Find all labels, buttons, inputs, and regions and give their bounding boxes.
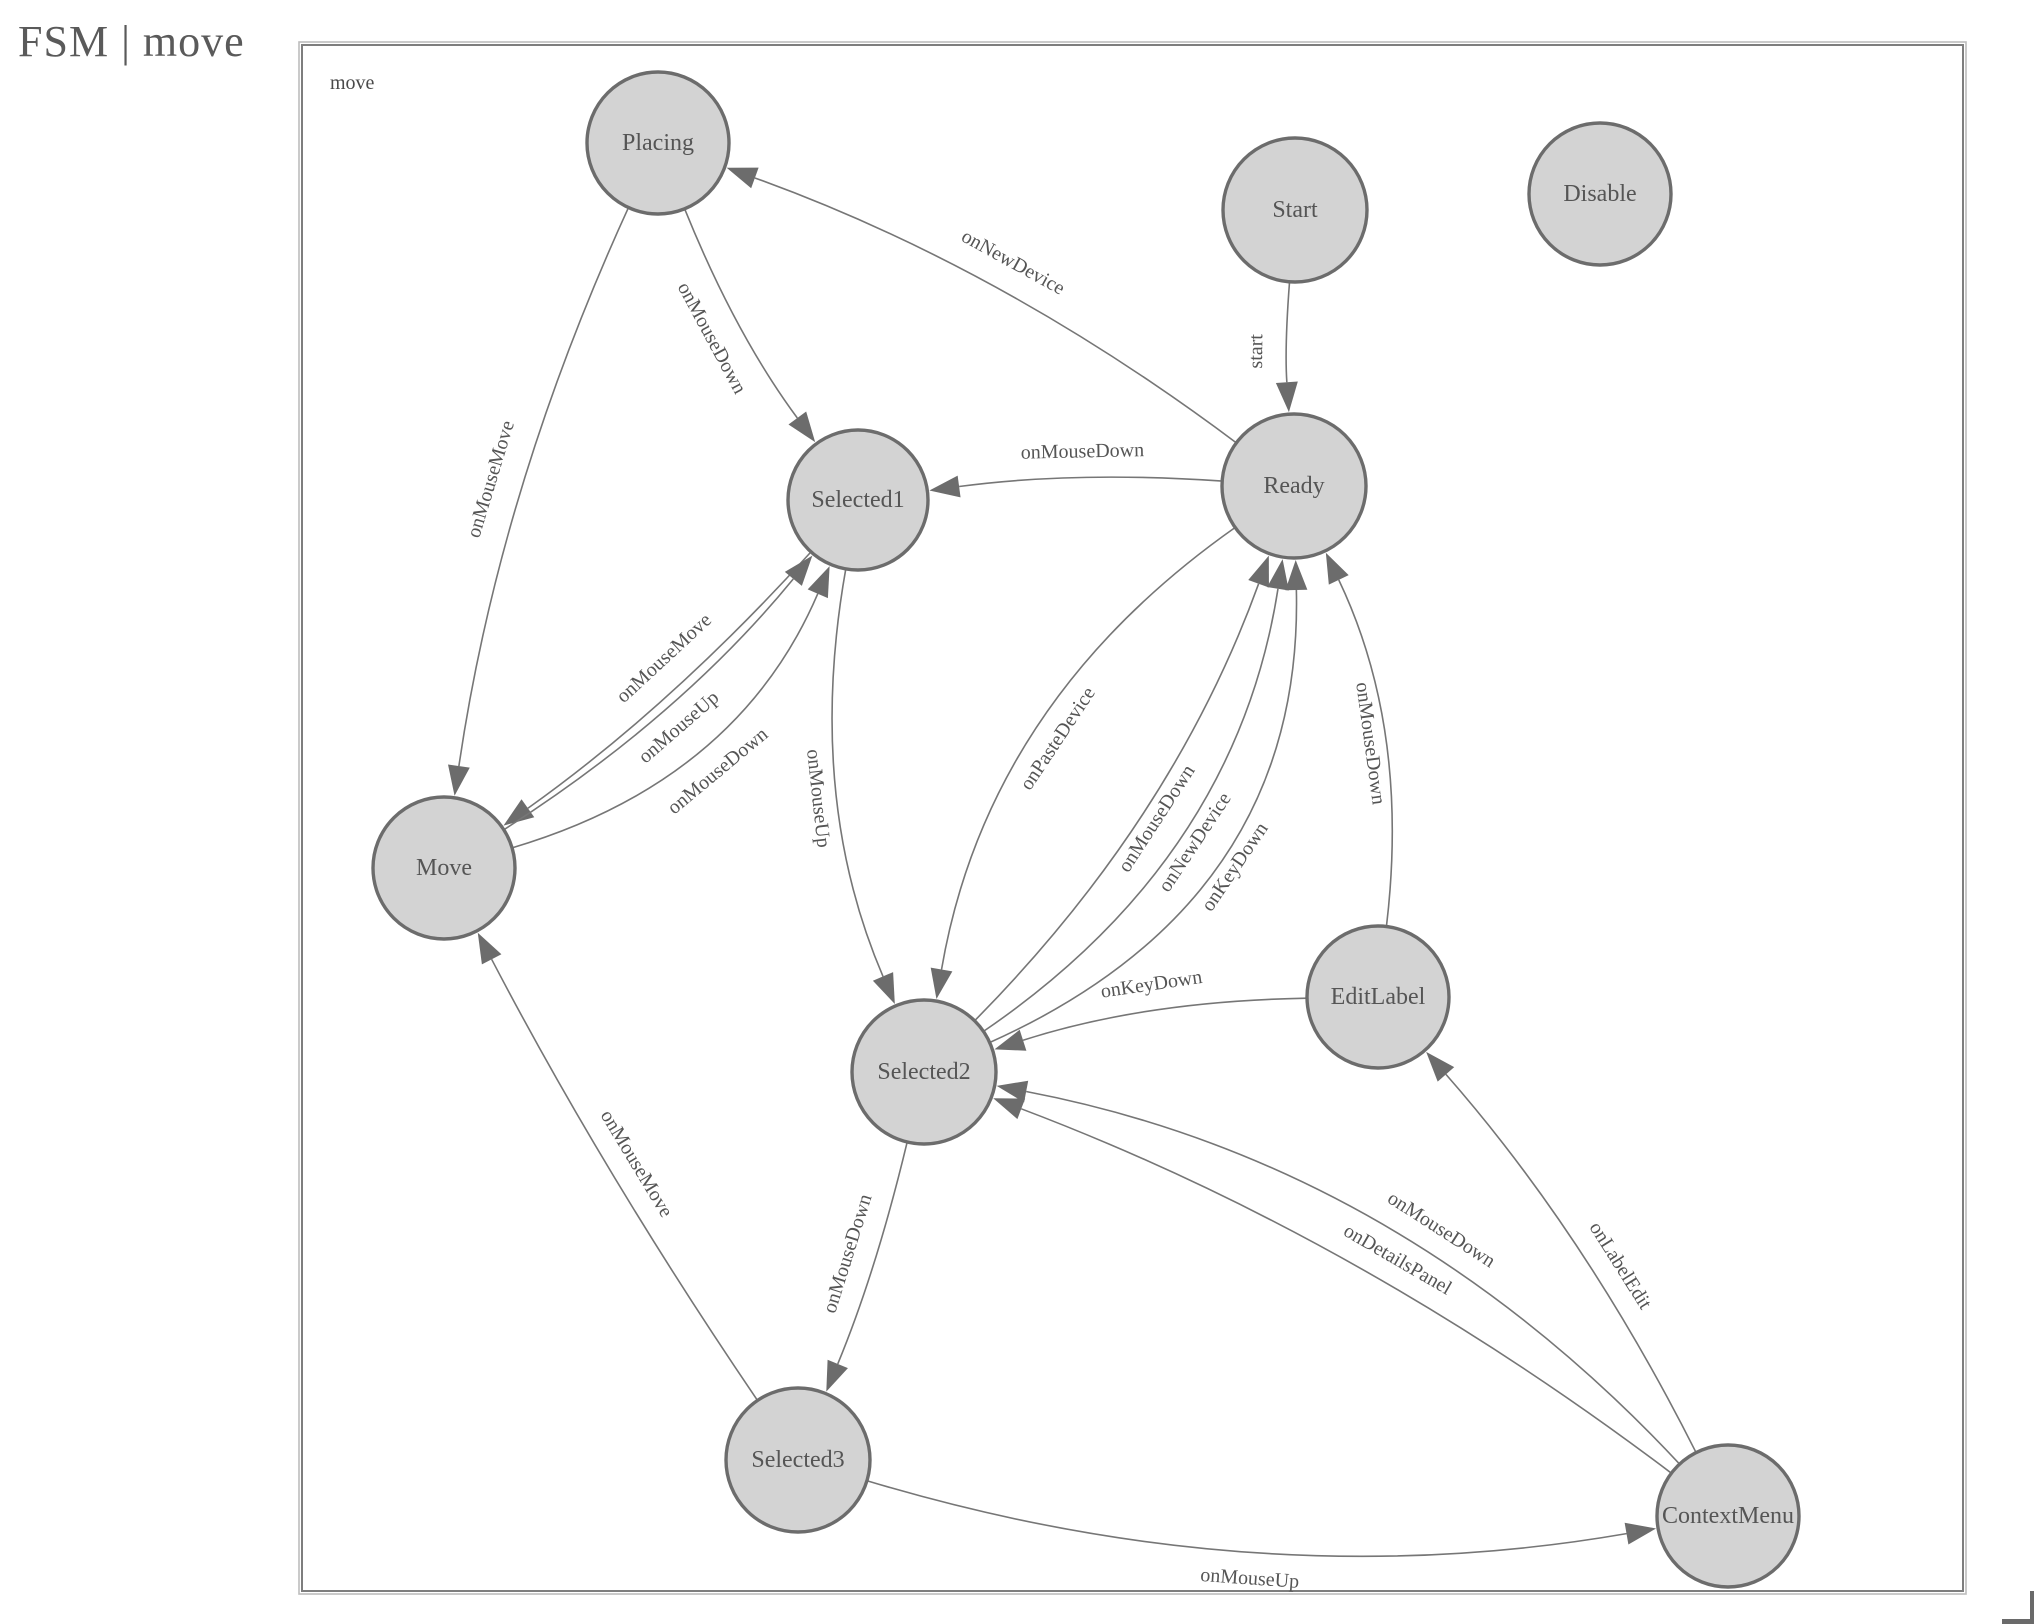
transition-Move-Selected1-onMouseUp [503,578,794,831]
transition-label-start: start [1245,334,1267,369]
transition-Selected1-Move-onMouseMove [527,551,812,809]
state-node-Selected2 [850,998,998,1146]
arrowhead-icon [1624,1522,1657,1545]
state-label-Selected3: Selected3 [751,1447,844,1473]
arrowhead-icon [996,1080,1029,1103]
arrowhead-icon [1267,559,1289,591]
diagram-canvas-label: move [330,72,375,94]
transition-EditLabel-Ready-onMouseDown [1338,579,1394,927]
state-node-Start [1221,136,1369,284]
transition-label-onMouseMove: onMouseMove [463,418,519,540]
diagram-border-outer [298,41,1967,1595]
state-label-Ready: Ready [1263,473,1324,499]
transition-Selected2-Ready-onKeyDown [989,589,1298,1044]
transition-Ready-Selected2-onPasteDevice [940,526,1236,970]
state-node-Placing [585,70,731,216]
transition-Selected3-Move-onMouseMove [490,958,759,1401]
state-node-ContextMenu [1655,1443,1801,1589]
arrowhead-icon [1248,555,1269,588]
state-node-Disable [1527,121,1673,267]
frame-corner-horizontal-bar [2002,1619,2034,1624]
arrowhead-icon [503,799,535,826]
state-node-Selected3 [724,1386,872,1534]
transition-label-onLabelEdit: onLabelEdit [1585,1218,1657,1314]
transition-Placing-Move-onMouseMove [458,207,630,767]
transition-Selected1-Selected2-onMouseUp [831,568,884,977]
frame-corner-vertical-bar [2030,1591,2034,1624]
state-label-Disable: Disable [1563,181,1636,207]
state-node-Ready [1220,412,1368,560]
transition-ContextMenu-EditLabel-onLabelEdit [1445,1073,1697,1453]
arrowhead-icon [993,1098,1026,1120]
transition-Selected3-ContextMenu-onMouseUp [866,1479,1627,1558]
arrowhead-icon [1426,1051,1455,1082]
transition-label-onMouseDown: onMouseDown [673,279,751,398]
arrowhead-icon [994,1029,1027,1051]
arrowhead-icon [807,566,830,599]
transition-label-onMouseUp: onMouseUp [1200,1564,1300,1593]
transition-Selected2-Ready-onMouseDown [974,583,1260,1022]
state-label-Selected1: Selected1 [811,487,904,513]
arrowhead-icon [1285,559,1308,591]
state-label-Placing: Placing [622,130,694,156]
arrowhead-icon [826,1359,848,1392]
arrowhead-icon [930,967,953,1000]
arrowhead-icon [448,764,470,796]
state-label-ContextMenu: ContextMenu [1662,1503,1794,1529]
state-label-Move: Move [416,855,472,881]
arrowhead-icon [1325,552,1349,585]
transition-EditLabel-Selected2-onKeyDown [1022,997,1308,1041]
transition-Move-Selected1-onMouseDown [511,593,819,849]
transition-Ready-Selected1-onMouseDown [958,476,1223,488]
transition-ContextMenu-Selected2-onDetailsPanel [1020,1108,1672,1474]
state-node-Selected1 [786,428,930,572]
arrowhead-icon [788,411,816,443]
transition-Ready-Placing-onNewDevice [754,177,1237,444]
transition-label-onMouseDown: onMouseDown [1021,439,1145,464]
arrowhead-icon [726,167,759,189]
transition-label-onKeyDown: onKeyDown [1099,966,1203,1003]
arrowhead-icon [784,555,813,586]
transition-label-onNewDevice: onNewDevice [958,225,1069,299]
transition-label-onMouseDown: onMouseDown [819,1191,877,1315]
transition-ContextMenu-Selected2-onMouseDown [1025,1090,1681,1465]
arrowhead-icon [1275,381,1298,413]
transition-Selected2-Selected3-onMouseDown [837,1141,908,1365]
arrowhead-icon [477,932,502,965]
state-label-Start: Start [1272,197,1318,223]
transition-label-onMouseDown: onMouseDown [1351,681,1390,806]
diagram-border [301,44,1964,1592]
transition-label-onMouseUp: onMouseUp [802,748,835,849]
transition-label-onMouseMove: onMouseMove [596,1106,677,1221]
state-label-Selected2: Selected2 [877,1059,970,1085]
page-title: FSM | move [18,17,245,66]
transition-Selected2-Ready-onNewDevice [983,588,1279,1033]
transition-Start-Ready-start [1285,281,1291,383]
transition-Placing-Selected1-onMouseDown [683,208,798,419]
state-node-Move [371,795,517,941]
arrowhead-icon [929,475,961,498]
arrowhead-icon [872,972,895,1004]
state-node-EditLabel [1305,924,1451,1070]
state-label-EditLabel: EditLabel [1331,984,1426,1010]
